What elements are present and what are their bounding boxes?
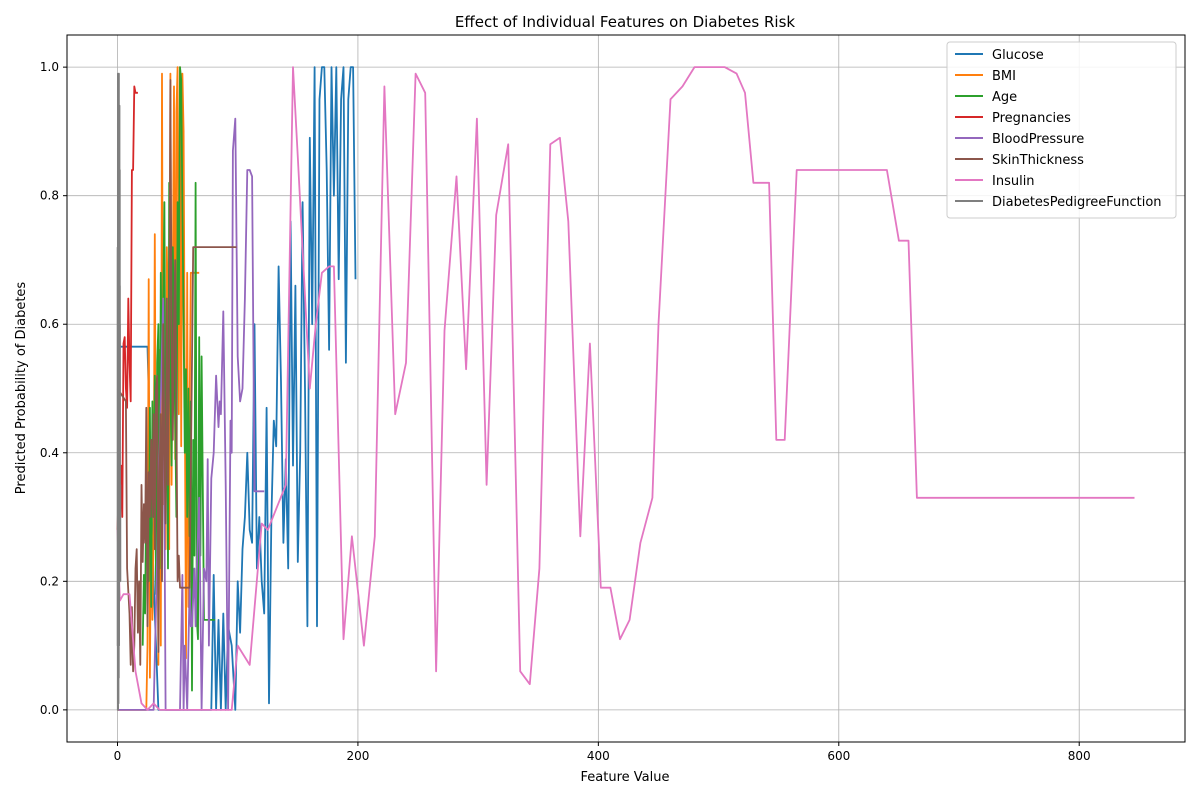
legend-label: BloodPressure	[992, 132, 1084, 147]
x-tick-label: 600	[827, 749, 850, 763]
axes-frame	[66, 34, 1186, 743]
x-tick-label: 200	[346, 749, 369, 763]
y-tick-label: 0.6	[40, 317, 59, 331]
series-line-insulin	[116, 66, 1135, 711]
y-tick-label: 1.0	[40, 60, 59, 74]
legend-label: Age	[992, 90, 1017, 105]
x-tick-label: 800	[1068, 749, 1091, 763]
chart-title: Effect of Individual Features on Diabete…	[455, 13, 795, 31]
legend: Glucose BMI Age Pregnancies BloodPressure Ski…	[946, 41, 1177, 219]
x-tick-label: 400	[587, 749, 610, 763]
legend-label: Pregnancies	[992, 111, 1071, 126]
y-tick-label: 0.4	[40, 446, 59, 460]
y-tick-label: 0.2	[40, 574, 59, 588]
y-tick-label: 0.0	[40, 703, 59, 717]
legend-label: BMI	[992, 69, 1016, 84]
legend-label: DiabetesPedigreeFunction	[992, 195, 1162, 210]
x-axis-label: Feature Value	[581, 770, 670, 785]
series-line-skinthickness	[116, 79, 237, 673]
plot-lines	[116, 66, 1135, 711]
legend-label: Insulin	[992, 174, 1035, 189]
series-line-diabetespedigreefunction	[116, 72, 122, 711]
ticks: 0 200 400 600 800 0.0 0.2 0.4 0.6 0.8 1.0	[40, 60, 1091, 763]
legend-box	[946, 41, 1177, 219]
x-tick-label: 0	[114, 749, 122, 763]
y-axis-label: Predicted Probability of Diabetes	[14, 282, 29, 495]
y-tick-label: 0.8	[40, 189, 59, 203]
series-line-age	[141, 66, 215, 692]
legend-label: Glucose	[992, 48, 1044, 63]
legend-label: SkinThickness	[992, 153, 1084, 168]
